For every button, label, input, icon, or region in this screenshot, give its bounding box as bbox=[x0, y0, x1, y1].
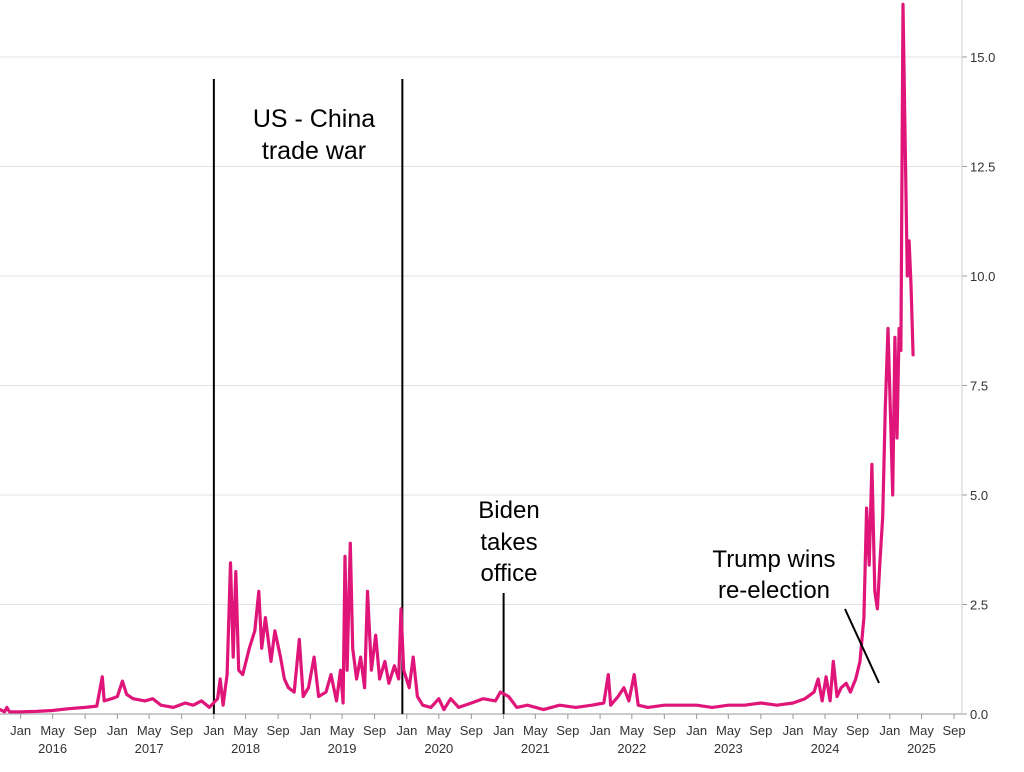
x-tick-label: Jan bbox=[783, 723, 804, 738]
y-tick-label: 2.5 bbox=[970, 597, 988, 612]
x-tick-label: Jan bbox=[10, 723, 31, 738]
annotation-trump-line-2: re-election bbox=[718, 577, 830, 604]
series-line bbox=[0, 2, 915, 714]
x-year-label: 2020 bbox=[424, 741, 453, 756]
x-year-label: 2021 bbox=[521, 741, 550, 756]
x-tick-label: May bbox=[813, 723, 838, 738]
x-tick-label: Sep bbox=[267, 723, 290, 738]
x-tick-label: Sep bbox=[846, 723, 869, 738]
x-tick-label: Sep bbox=[74, 723, 97, 738]
annotation-biden-line-3: office bbox=[481, 560, 538, 587]
y-axis: 0.0 2.5 5.0 7.5 10.0 12.5 15.0 bbox=[961, 0, 995, 722]
x-tick-label: Sep bbox=[942, 723, 965, 738]
x-tick-label: Sep bbox=[749, 723, 772, 738]
x-tick-label: May bbox=[427, 723, 452, 738]
x-axis: Jan May Sep Jan May Sep Jan May Sep Jan May Sep Jan M… bbox=[0, 713, 966, 756]
x-year-label: 2024 bbox=[811, 741, 840, 756]
annotation-trump-pointer bbox=[844, 608, 880, 684]
x-tick-label: May bbox=[233, 723, 258, 738]
x-tick-label: Jan bbox=[203, 723, 224, 738]
annotations: US - China trade war Biden takes office … bbox=[253, 105, 880, 684]
x-tick-label: Jan bbox=[396, 723, 417, 738]
y-tick-label: 10.0 bbox=[970, 269, 995, 284]
x-tick-label: Jan bbox=[879, 723, 900, 738]
x-year-label: 2023 bbox=[714, 741, 743, 756]
x-tick-label: Jan bbox=[107, 723, 128, 738]
x-tick-label: May bbox=[330, 723, 355, 738]
x-year-label: 2017 bbox=[135, 741, 164, 756]
x-tick-label: Jan bbox=[590, 723, 611, 738]
x-tick-label: May bbox=[523, 723, 548, 738]
y-tick-label: 12.5 bbox=[970, 159, 995, 174]
y-tick-label: 5.0 bbox=[970, 488, 988, 503]
grid-lines bbox=[0, 56, 962, 715]
x-tick-label: Jan bbox=[686, 723, 707, 738]
x-tick-label: Sep bbox=[363, 723, 386, 738]
x-year-label: 2022 bbox=[617, 741, 646, 756]
x-tick-label: Jan bbox=[300, 723, 321, 738]
annotation-trade-war-line-2: trade war bbox=[262, 137, 366, 165]
annotation-biden-line-1: Biden bbox=[478, 497, 539, 524]
x-year-label: 2018 bbox=[231, 741, 260, 756]
x-year-label: 2025 bbox=[907, 741, 936, 756]
x-tick-label: May bbox=[137, 723, 162, 738]
y-tick-label: 15.0 bbox=[970, 50, 995, 65]
x-tick-label: Sep bbox=[653, 723, 676, 738]
x-tick-label: May bbox=[909, 723, 934, 738]
annotation-biden-line-2: takes bbox=[480, 529, 537, 556]
x-tick-label: May bbox=[716, 723, 741, 738]
x-tick-label: May bbox=[620, 723, 645, 738]
series-layer bbox=[0, 2, 915, 714]
y-tick-label: 7.5 bbox=[970, 378, 988, 393]
x-tick-label: Sep bbox=[460, 723, 483, 738]
x-tick-label: Sep bbox=[170, 723, 193, 738]
annotation-trump-line-1: Trump wins bbox=[712, 546, 835, 573]
x-tick-label: Jan bbox=[493, 723, 514, 738]
y-tick-label: 0.0 bbox=[970, 707, 988, 722]
x-year-label: 2016 bbox=[38, 741, 67, 756]
x-tick-label: May bbox=[40, 723, 65, 738]
x-year-label: 2019 bbox=[328, 741, 357, 756]
annotation-trade-war-line-1: US - China bbox=[253, 105, 375, 133]
x-tick-label: Sep bbox=[556, 723, 579, 738]
